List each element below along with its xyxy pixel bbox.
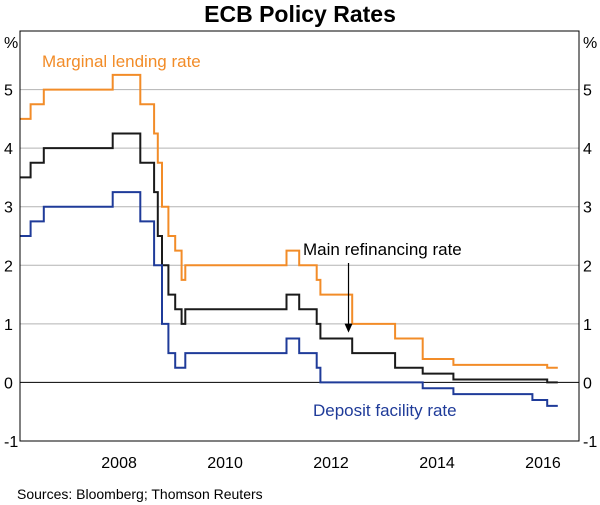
y-axis-unit-right: %	[583, 35, 597, 52]
source-note: Sources: Bloomberg; Thomson Reuters	[17, 486, 263, 502]
y-tick-label-left: 5	[4, 83, 13, 100]
y-tick-label-left: 0	[4, 375, 13, 392]
y-tick-label-right: 0	[583, 375, 592, 392]
y-tick-label-right: 4	[583, 141, 592, 158]
series-line-marginal-lending-rate	[20, 73, 558, 369]
x-tick-label: 2016	[525, 455, 561, 472]
y-tick-label-right: -1	[583, 434, 597, 451]
y-tick-label-left: 1	[4, 317, 13, 334]
y-tick-labels-right: -1 0 1 2 3 4 5	[583, 83, 597, 451]
x-tick-label: 2008	[101, 455, 137, 472]
x-tick-label: 2012	[313, 455, 349, 472]
y-tick-label-right: 1	[583, 317, 592, 334]
series-lines	[20, 73, 558, 407]
x-tick-labels: 2008 2010 2012 2014 2016	[101, 455, 561, 472]
chart-title: ECB Policy Rates	[204, 1, 396, 27]
series-annotations: Marginal lending rate Main refinancing ra…	[42, 52, 462, 420]
annotation-label: Main refinancing rate	[303, 240, 462, 259]
y-tick-label-left: 3	[4, 200, 13, 217]
y-tick-label-right: 5	[583, 83, 592, 100]
y-tick-labels-left: -1 0 1 2 3 4 5	[4, 83, 18, 451]
y-axis-unit-left: %	[4, 35, 18, 52]
x-tick-label: 2010	[207, 455, 243, 472]
plot-frame	[19, 30, 580, 442]
series-line-deposit-facility-rate	[20, 191, 558, 407]
series-line-main-refinancing-rate	[20, 132, 558, 384]
y-tick-label-left: 4	[4, 141, 13, 158]
y-tick-label-left: -1	[4, 434, 18, 451]
x-tick-label: 2014	[419, 455, 455, 472]
y-tick-label-right: 2	[583, 258, 592, 275]
annotation-arrow-head	[344, 323, 353, 333]
y-tick-label-right: 3	[583, 200, 592, 217]
annotation-label: Marginal lending rate	[42, 52, 201, 71]
y-tick-label-left: 2	[4, 258, 13, 275]
annotation-label: Deposit facility rate	[313, 401, 457, 420]
